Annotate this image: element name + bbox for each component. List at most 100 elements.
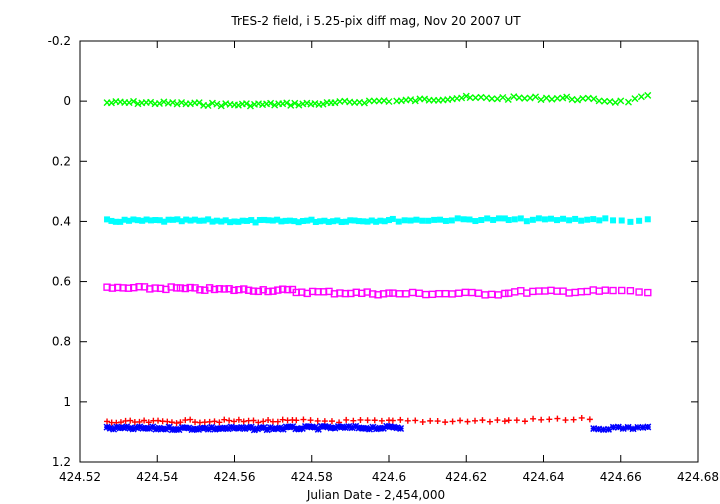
data-point xyxy=(130,216,137,223)
data-point xyxy=(390,423,398,431)
data-point xyxy=(448,217,455,224)
data-point xyxy=(191,216,198,223)
data-point xyxy=(360,218,367,225)
data-point xyxy=(602,215,609,222)
data-point xyxy=(338,423,346,431)
data-point xyxy=(472,94,480,102)
data-point xyxy=(504,96,512,104)
data-point xyxy=(172,284,181,292)
data-point xyxy=(226,417,233,424)
data-point xyxy=(311,423,319,431)
data-point xyxy=(355,424,363,432)
data-point xyxy=(578,217,585,224)
data-point xyxy=(266,423,274,432)
data-point xyxy=(260,418,267,425)
data-series-group xyxy=(103,91,652,434)
data-point xyxy=(117,419,124,426)
data-point xyxy=(198,424,206,432)
data-point xyxy=(449,418,456,425)
data-point xyxy=(601,286,609,294)
x-tick-label: 424.6 xyxy=(372,470,406,484)
data-point xyxy=(368,217,375,224)
data-point xyxy=(484,215,491,222)
data-point xyxy=(442,419,449,426)
data-point xyxy=(285,423,294,431)
data-point xyxy=(618,286,626,295)
data-point xyxy=(546,416,553,423)
data-point xyxy=(217,425,225,433)
data-point xyxy=(295,219,302,226)
data-point xyxy=(389,215,396,222)
data-point xyxy=(435,289,443,298)
data-point xyxy=(216,419,223,426)
data-point xyxy=(250,426,258,434)
data-point xyxy=(350,417,357,424)
data-point xyxy=(257,424,265,432)
data-point xyxy=(631,95,639,103)
data-point xyxy=(554,415,561,422)
data-point xyxy=(181,424,190,432)
data-point xyxy=(300,416,307,423)
data-point xyxy=(501,215,508,222)
data-point xyxy=(376,424,384,432)
data-point xyxy=(481,291,489,299)
data-point xyxy=(523,289,531,297)
data-point xyxy=(235,218,242,225)
data-point xyxy=(269,287,277,295)
data-point xyxy=(566,217,573,224)
data-point xyxy=(386,423,394,431)
data-point xyxy=(287,217,294,224)
data-point xyxy=(287,101,295,109)
data-point xyxy=(165,216,172,223)
data-point xyxy=(511,288,519,296)
data-point xyxy=(117,218,124,225)
data-point xyxy=(224,425,232,433)
data-point xyxy=(355,218,362,225)
data-point xyxy=(568,95,576,103)
data-point xyxy=(248,217,255,224)
data-point xyxy=(600,426,608,434)
data-point xyxy=(119,424,127,432)
data-point xyxy=(185,424,193,432)
data-point xyxy=(254,425,262,433)
data-point xyxy=(139,424,147,432)
x-tick-label: 424.68 xyxy=(677,470,719,484)
data-point xyxy=(595,97,603,105)
data-point xyxy=(108,217,115,224)
data-point xyxy=(474,289,483,297)
data-point xyxy=(152,217,159,224)
data-point xyxy=(155,100,163,108)
x-tick-label: 424.54 xyxy=(136,470,178,484)
data-point xyxy=(482,94,490,102)
data-point xyxy=(431,216,438,223)
data-point xyxy=(308,423,316,431)
data-point xyxy=(141,417,148,424)
data-point xyxy=(211,418,218,425)
data-point xyxy=(113,423,121,431)
data-point xyxy=(191,284,199,292)
data-point xyxy=(357,416,364,423)
data-point xyxy=(271,101,279,109)
series-4 xyxy=(103,422,652,434)
data-point xyxy=(464,418,471,425)
data-point xyxy=(110,425,118,433)
data-point xyxy=(265,417,272,424)
data-point xyxy=(378,417,385,424)
data-point xyxy=(123,423,131,431)
data-point xyxy=(395,218,402,225)
data-point xyxy=(538,416,545,423)
data-point xyxy=(156,217,163,224)
data-point xyxy=(217,102,225,110)
data-point xyxy=(495,215,502,222)
data-point xyxy=(586,416,593,423)
data-point xyxy=(517,287,525,295)
data-point xyxy=(265,217,272,224)
data-point xyxy=(274,286,282,294)
data-point xyxy=(134,217,141,224)
data-point xyxy=(264,287,272,296)
data-point xyxy=(269,217,276,224)
data-point xyxy=(239,217,246,224)
data-point xyxy=(250,417,257,424)
data-point xyxy=(169,99,177,107)
data-point xyxy=(312,219,319,226)
